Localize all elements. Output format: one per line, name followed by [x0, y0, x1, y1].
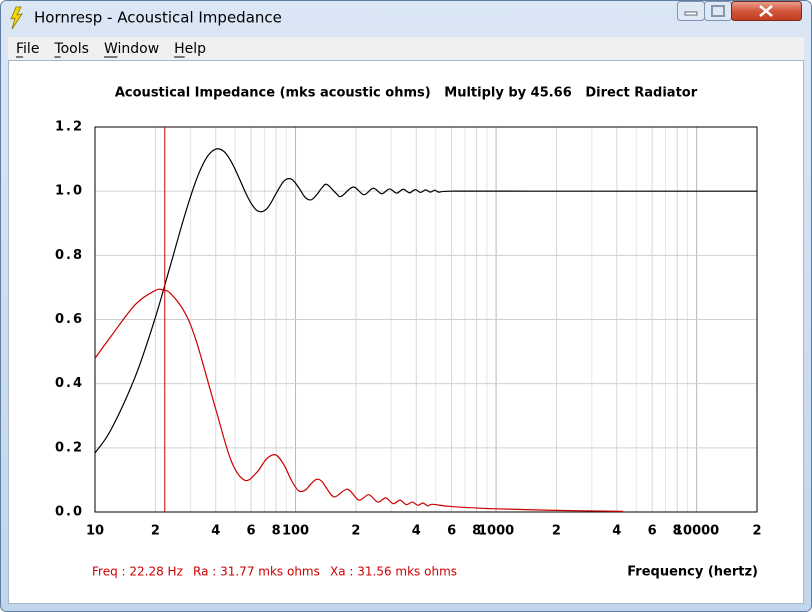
- x-tick-label: 1000: [478, 524, 514, 539]
- x-tick-label: 100: [282, 524, 309, 539]
- app-icon: [10, 6, 23, 30]
- x-tick-label: 2: [552, 524, 561, 539]
- menu-item[interactable]: Help: [174, 41, 206, 57]
- status-readout: Freq : 22.28 Hz: [92, 565, 183, 579]
- x-tick-label: 4: [211, 524, 220, 539]
- y-tick-label: 1.2: [55, 120, 84, 135]
- x-tick-label: 6: [447, 524, 456, 539]
- y-tick-label: 0.6: [55, 312, 84, 327]
- window-title: Hornresp - Acoustical Impedance: [34, 9, 282, 27]
- x-tick-label: 4: [412, 524, 421, 539]
- menu-item[interactable]: File: [16, 41, 39, 57]
- client-area: [8, 60, 804, 604]
- x-tick-label: 8: [472, 524, 481, 539]
- menu-item[interactable]: Window: [104, 41, 159, 57]
- x-tick-label: 2: [752, 524, 761, 539]
- y-tick-label: 0.4: [55, 376, 84, 391]
- window-controls[interactable]: [677, 1, 802, 21]
- data-line: [94, 288, 624, 512]
- maximize-button[interactable]: [704, 1, 732, 21]
- x-tick-label: 2: [351, 524, 360, 539]
- x-tick-label: 2: [151, 524, 160, 539]
- data-line: [94, 148, 757, 454]
- y-tick-label: 0.8: [55, 248, 84, 263]
- chart-title: Acoustical Impedance (mks acoustic ohms)…: [115, 86, 698, 101]
- y-tick-label: 0.0: [55, 505, 84, 520]
- y-tick-label: 0.2: [55, 440, 84, 455]
- x-tick-label: 8: [272, 524, 281, 539]
- menu-item[interactable]: Tools: [53, 41, 89, 57]
- x-tick-label: 4: [612, 524, 621, 539]
- maximize-icon: [711, 5, 725, 17]
- x-tick-label: 10000: [674, 524, 719, 539]
- menu-bar: [8, 37, 804, 60]
- x-tick-label: 8: [673, 524, 682, 539]
- menu: File Tools Window Help: [16, 41, 206, 58]
- y-tick-label: 1.0: [55, 184, 84, 199]
- x-tick-label: 6: [247, 524, 256, 539]
- minimize-icon: [684, 11, 698, 16]
- plot-frame: [94, 126, 758, 513]
- x-tick-label: 10: [86, 524, 104, 539]
- status-readout: Xa : 31.56 mks ohms: [330, 565, 457, 579]
- close-icon: [759, 5, 773, 17]
- minimize-button[interactable]: [677, 1, 705, 21]
- status-readout: Ra : 31.77 mks ohms: [193, 565, 320, 579]
- x-tick-label: 6: [648, 524, 657, 539]
- x-axis-label: Frequency (hertz): [627, 565, 758, 580]
